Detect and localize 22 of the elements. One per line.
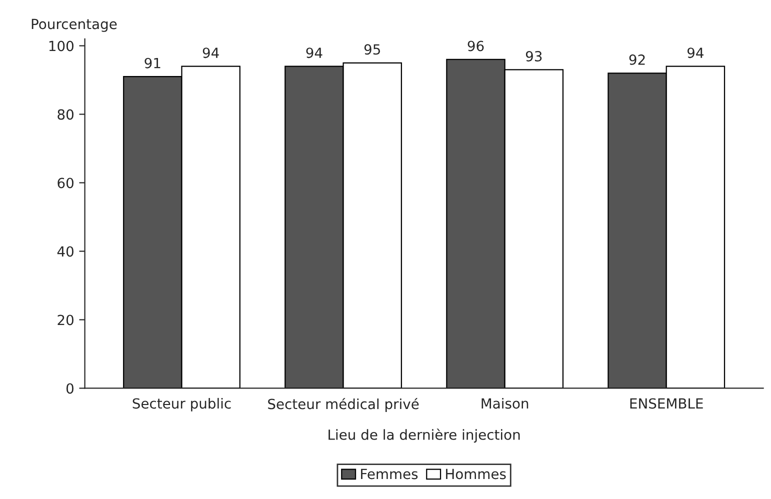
x-tick-label: Secteur médical privé	[268, 398, 419, 412]
legend-label: Femmes	[361, 468, 418, 480]
legend-label: Hommes	[446, 468, 506, 480]
x-tick-label: Secteur public	[132, 398, 231, 412]
x-tick-label: ENSEMBLE	[630, 398, 703, 409]
y-tick-label: 20	[58, 314, 74, 326]
y-tick-label: 80	[58, 109, 74, 120]
y-tick-label: 60	[58, 178, 74, 188]
y-tick-label: 40	[57, 246, 74, 257]
data-label: 96	[468, 40, 484, 52]
data-label: 94	[306, 48, 322, 58]
x-tick-label: Maison	[482, 398, 528, 409]
data-label: 93	[526, 50, 542, 62]
x-axis-title: Lieu de la dernière injection	[328, 428, 520, 443]
y-tick-label: 0	[66, 383, 74, 394]
y-tick-label: 100	[49, 40, 74, 52]
data-label: 94	[202, 48, 219, 58]
data-label: 95	[364, 44, 380, 55]
y-axis-title: Pourcentage	[32, 18, 117, 32]
data-label: 92	[629, 54, 645, 65]
data-label: 91	[144, 58, 160, 68]
data-label: 94	[687, 48, 704, 58]
